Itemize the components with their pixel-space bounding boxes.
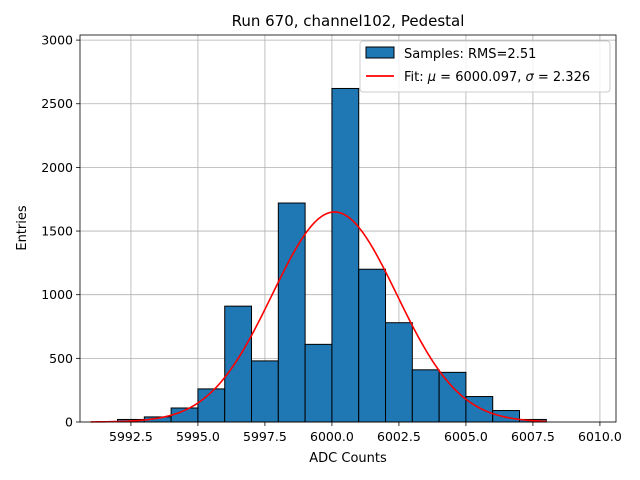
- fit-curve-layer: [90, 211, 547, 423]
- histogram-bar: [251, 360, 279, 423]
- y-tick-label: 3000: [41, 33, 73, 48]
- legend-fit-label: Fit: μ = 6000.097, σ = 2.326: [404, 70, 590, 85]
- histogram-bars: [117, 87, 547, 423]
- x-tick-label: 6010.0: [578, 429, 622, 444]
- y-axis-title: Entries: [15, 205, 30, 251]
- x-tick-label: 6000.0: [310, 429, 354, 444]
- y-tick-label: 2500: [41, 96, 73, 111]
- histogram-bar: [224, 305, 253, 423]
- legend: Samples: RMS=2.51 Fit: μ = 6000.097, σ =…: [359, 40, 611, 93]
- x-tick-label: 6007.5: [511, 429, 555, 444]
- x-tick-label: 6005.0: [444, 429, 488, 444]
- x-tick-label: 5992.5: [109, 429, 153, 444]
- legend-sigma-symbol: σ: [526, 70, 535, 85]
- histogram-bar: [438, 371, 467, 423]
- y-tick-label: 500: [49, 351, 73, 366]
- plot-frame: [79, 34, 617, 423]
- gaussian-fit-curve: [90, 211, 547, 423]
- x-tick-label: 6002.5: [377, 429, 421, 444]
- y-axis-ticks: 0 500 1000 1500 2000 2500 3000: [41, 33, 80, 430]
- y-tick-label: 2000: [41, 160, 73, 175]
- y-tick-label: 0: [65, 415, 73, 430]
- legend-samples-swatch: [365, 46, 395, 59]
- legend-mu-value: = 6000.097,: [436, 70, 525, 85]
- legend-fit-prefix: Fit:: [404, 70, 428, 85]
- legend-mu-symbol: μ: [427, 70, 436, 85]
- x-axis-title: ADC Counts: [309, 451, 387, 466]
- y-tick-label: 1500: [41, 224, 73, 239]
- x-tick-label: 5995.0: [176, 429, 220, 444]
- x-axis-ticks: 5992.5 5995.0 5997.5 6000.0 6002.5 6005.0 6007…: [109, 422, 622, 444]
- histogram-bar: [304, 343, 333, 423]
- histogram-bar: [385, 322, 413, 423]
- histogram-bar: [331, 87, 360, 423]
- histogram-bar: [358, 268, 387, 423]
- histogram-bar: [277, 202, 306, 423]
- chart-title: Run 670, channel102, Pedestal: [232, 12, 465, 30]
- histogram-bar: [492, 410, 521, 423]
- legend-box: [359, 40, 611, 93]
- histogram-bar: [411, 369, 440, 423]
- x-tick-label: 5997.5: [243, 429, 287, 444]
- histogram-bar: [465, 396, 494, 423]
- y-tick-label: 1000: [41, 287, 73, 302]
- legend-sigma-value: = 2.326: [534, 70, 590, 85]
- histogram-bar: [197, 388, 226, 423]
- legend-samples-label: Samples: RMS=2.51: [404, 47, 536, 62]
